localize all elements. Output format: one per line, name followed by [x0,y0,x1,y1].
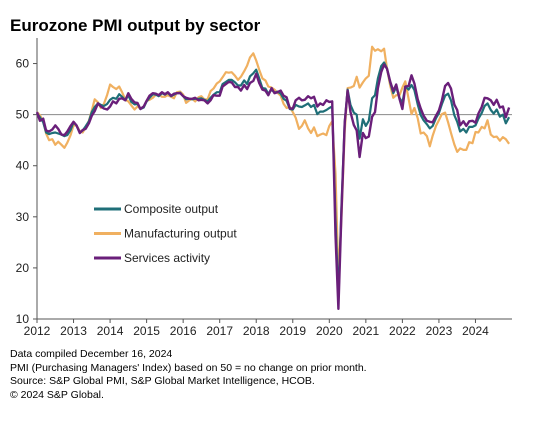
x-tick-label: 2015 [133,324,160,338]
x-tick-label: 2020 [316,324,343,338]
footnote-pmi-definition: PMI (Purchasing Managers' Index) based o… [10,361,367,374]
legend-label: Manufacturing output [124,227,237,241]
legend-label: Composite output [124,202,219,216]
x-tick-label: 2023 [426,324,453,338]
x-tick-label: 2016 [170,324,197,338]
axes-layer: 10 20 30 40 50 60 2012 2013 2014 2015 2016 2017 2018… [16,38,512,338]
footnote-source: Source: S&P Global PMI, S&P Global Marke… [10,375,315,387]
x-tick-label: 2012 [24,324,51,338]
footnotes: Data compiled December 16, 2024 PMI (Pur… [10,348,367,402]
y-tick-label: 40 [16,159,30,173]
y-tick-label: 10 [16,312,30,326]
series-line-services-activity [35,63,511,310]
x-tick-label: 2018 [243,324,270,338]
series-layer [35,45,511,310]
x-tick-label: 2022 [389,324,416,338]
chart-title: Eurozone PMI output by sector [10,16,261,35]
y-tick-label: 30 [16,210,30,224]
y-tick-label: 20 [16,261,30,275]
y-tick-label: 50 [16,108,30,122]
footnote-copyright: © 2024 S&P Global. [10,388,104,401]
x-tick-label: 2013 [60,324,87,338]
footnote-date: Data compiled December 16, 2024 [10,348,173,360]
x-tick-label: 2019 [279,324,306,338]
x-tick-label: 2021 [352,324,379,338]
x-tick-label: 2024 [462,324,489,338]
series-line-composite-output [36,61,511,302]
legend-label: Services activity [124,251,210,265]
y-tick-label: 60 [16,57,30,71]
legend-layer: Composite output Manufacturing output Serv… [94,202,237,265]
x-tick-label: 2017 [206,324,233,338]
x-tick-label: 2014 [97,324,124,338]
series-line-manufacturing-output [36,45,510,279]
